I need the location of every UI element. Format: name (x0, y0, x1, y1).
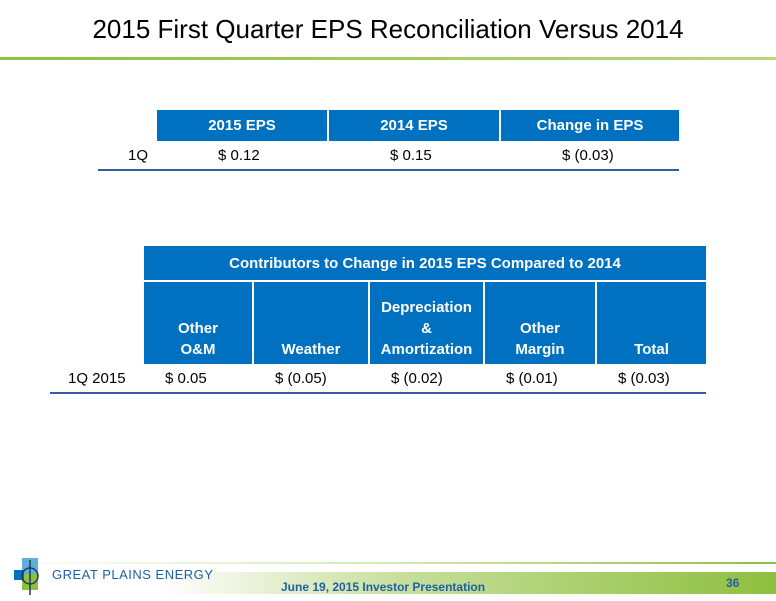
company-logo: GREAT PLAINS ENERGY (10, 556, 213, 596)
eps-header-2014: 2014 EPS (327, 110, 500, 141)
depreciation-value: $ (0.02) (369, 364, 484, 394)
colhead-weather: Weather (252, 281, 369, 364)
table-row: 1Q 2015 $ 0.05 $ (0.05) $ (0.02) $ (0.01… (50, 364, 706, 394)
eps-table: 2015 EPS 2014 EPS Change in EPS 1Q $ 0.1… (98, 110, 679, 171)
colhead-total: Total (595, 281, 706, 364)
contributors-title: Contributors to Change in 2015 EPS Compa… (142, 246, 706, 282)
contributors-column-header-row: Other O&M Weather Depreciation & Amortizati… (50, 281, 706, 364)
eps-change-value: $ (0.03) (500, 141, 679, 171)
colhead-other-om: Other O&M (142, 281, 253, 364)
contributors-colhead-blank (50, 281, 143, 364)
row-label: 1Q (98, 141, 156, 171)
contributors-table: Contributors to Change in 2015 EPS Compa… (50, 246, 706, 394)
eps-table-header-row: 2015 EPS 2014 EPS Change in EPS (98, 110, 679, 141)
contributors-title-row: Contributors to Change in 2015 EPS Compa… (50, 246, 706, 282)
footer-divider (0, 562, 776, 564)
logo-text: GREAT PLAINS ENERGY (52, 567, 214, 582)
weather-value: $ (0.05) (253, 364, 369, 394)
title-divider (0, 57, 776, 60)
eps-2014-value: $ 0.15 (328, 141, 500, 171)
row-label: 1Q 2015 (50, 364, 143, 394)
table-row: 1Q $ 0.12 $ 0.15 $ (0.03) (98, 141, 679, 171)
presentation-label: June 19, 2015 Investor Presentation (281, 580, 486, 594)
other-om-value: $ 0.05 (143, 364, 253, 394)
contributors-header-blank (50, 246, 143, 281)
slide-title: 2015 First Quarter EPS Reconciliation Ve… (92, 14, 684, 44)
total-value: $ (0.03) (596, 364, 706, 394)
eps-header-2015: 2015 EPS (155, 110, 328, 141)
footer-bar (160, 572, 776, 594)
other-margin-value: $ (0.01) (484, 364, 596, 394)
eps-header-blank (98, 110, 156, 141)
page-number: 36 (726, 576, 740, 590)
colhead-other-margin: Other Margin (483, 281, 596, 364)
eps-header-change: Change in EPS (499, 110, 679, 141)
eps-2015-value: $ 0.12 (156, 141, 328, 171)
colhead-depreciation: Depreciation & Amortization (368, 281, 484, 364)
logo-mark-icon (14, 558, 39, 595)
